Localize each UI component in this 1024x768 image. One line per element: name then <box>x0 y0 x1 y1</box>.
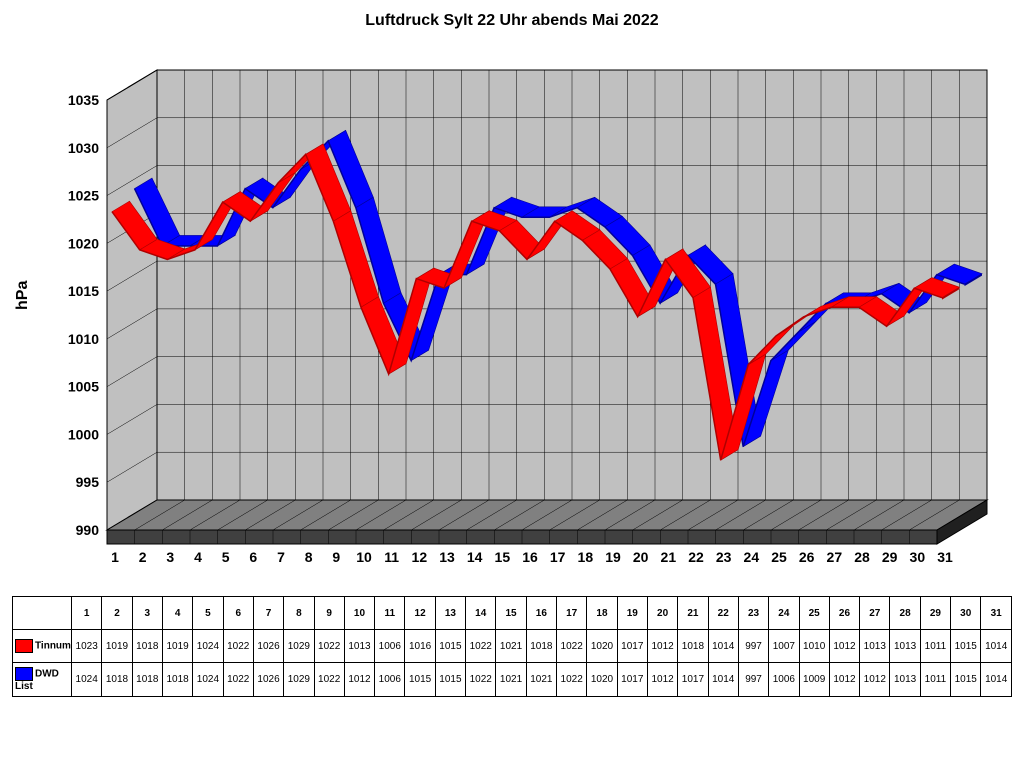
svg-text:1035: 1035 <box>68 92 99 108</box>
svg-text:11: 11 <box>384 549 399 565</box>
svg-text:12: 12 <box>412 549 428 565</box>
svg-text:4: 4 <box>194 549 202 565</box>
svg-text:6: 6 <box>249 549 257 565</box>
svg-text:31: 31 <box>937 549 953 565</box>
svg-text:2: 2 <box>139 549 147 565</box>
svg-text:1010: 1010 <box>68 331 99 347</box>
svg-text:17: 17 <box>550 549 566 565</box>
svg-text:7: 7 <box>277 549 285 565</box>
svg-text:1030: 1030 <box>68 140 99 156</box>
svg-text:21: 21 <box>661 549 677 565</box>
svg-text:29: 29 <box>882 549 898 565</box>
svg-text:30: 30 <box>910 549 926 565</box>
chart-area: hPa 990995100010051010101510201025103010… <box>12 30 1012 590</box>
svg-text:26: 26 <box>799 549 815 565</box>
svg-text:24: 24 <box>744 549 760 565</box>
data-table: 1234567891011121314151617181920212223242… <box>12 596 1012 697</box>
chart-svg: 9909951000100510101015102010251030103512… <box>12 30 1012 590</box>
svg-text:19: 19 <box>605 549 621 565</box>
svg-text:13: 13 <box>439 549 455 565</box>
svg-text:1000: 1000 <box>68 426 99 442</box>
chart-title: Luftdruck Sylt 22 Uhr abends Mai 2022 <box>0 0 1024 30</box>
table-row: Tinnum1023101910181019102410221026102910… <box>13 630 1012 663</box>
svg-text:10: 10 <box>356 549 372 565</box>
svg-text:1: 1 <box>111 549 119 565</box>
svg-text:20: 20 <box>633 549 649 565</box>
svg-text:995: 995 <box>76 474 100 490</box>
svg-text:1015: 1015 <box>68 283 99 299</box>
svg-text:8: 8 <box>305 549 313 565</box>
svg-text:5: 5 <box>222 549 230 565</box>
svg-text:14: 14 <box>467 549 483 565</box>
svg-text:1005: 1005 <box>68 379 99 395</box>
svg-text:15: 15 <box>495 549 511 565</box>
svg-text:27: 27 <box>827 549 843 565</box>
svg-text:990: 990 <box>76 522 100 538</box>
svg-text:3: 3 <box>166 549 174 565</box>
svg-text:1020: 1020 <box>68 235 99 251</box>
svg-text:18: 18 <box>578 549 594 565</box>
svg-text:1025: 1025 <box>68 188 99 204</box>
svg-text:22: 22 <box>688 549 704 565</box>
svg-text:23: 23 <box>716 549 732 565</box>
svg-text:16: 16 <box>522 549 538 565</box>
svg-text:9: 9 <box>332 549 340 565</box>
table-row: DWD List10241018101810181024102210261029… <box>13 663 1012 697</box>
table-body: Tinnum1023101910181019102410221026102910… <box>13 630 1012 697</box>
table-header-row: 1234567891011121314151617181920212223242… <box>13 597 1012 630</box>
svg-text:28: 28 <box>854 549 870 565</box>
svg-text:25: 25 <box>771 549 787 565</box>
